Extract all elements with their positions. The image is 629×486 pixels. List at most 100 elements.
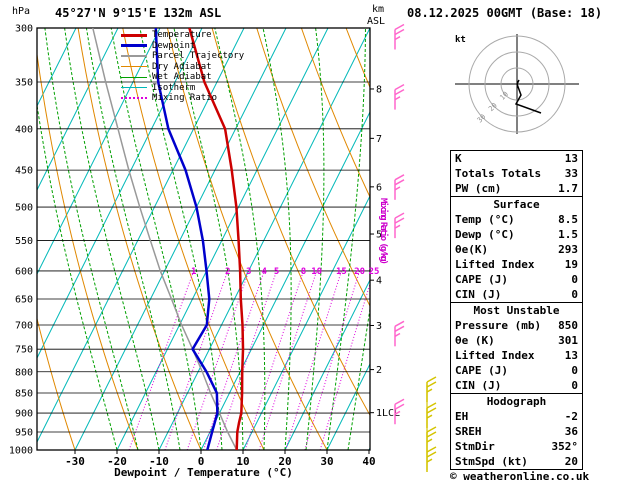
pressure-axis-labels: 300 350 400 450 500 550 600 650 700 750 800 850 900 9…	[9, 24, 33, 457]
svg-text:1000: 1000	[9, 446, 33, 457]
table-row: StmSpd (kt) 20	[451, 454, 582, 469]
table-row-value: 36	[564, 425, 578, 438]
table-row-value: 1.7	[558, 182, 578, 195]
station-title: 45°27'N 9°15'E 132m ASL	[55, 6, 222, 20]
table-row: EH -2	[451, 409, 582, 424]
temperature-axis-ticks: -30 -20 -10 0 10 20 30 40	[65, 450, 376, 468]
svg-text:900: 900	[15, 409, 33, 420]
legend-label: Dry Adiabat	[152, 61, 212, 72]
svg-text:5: 5	[376, 230, 382, 241]
wind-barbs	[394, 23, 405, 425]
temperature-axis-label: Dewpoint / Temperature (°C)	[114, 466, 293, 479]
table-row: CIN (J) 0	[451, 287, 582, 302]
svg-text:20: 20	[354, 267, 365, 277]
table-row-label: EH	[455, 410, 469, 423]
table-row: Dewp (°C) 1.5	[451, 227, 582, 242]
svg-text:2: 2	[225, 267, 230, 277]
svg-text:800: 800	[15, 367, 33, 378]
svg-text:-20: -20	[107, 455, 127, 468]
svg-text:15: 15	[336, 267, 347, 277]
svg-text:400: 400	[15, 124, 33, 135]
legend-item-wet-adiabat: Wet Adiabat	[121, 72, 244, 83]
copyright-link[interactable]: © weatheronline.co.uk	[450, 470, 590, 483]
table-row-label: CIN (J)	[455, 288, 502, 301]
table-row-label: θe(K)	[455, 243, 489, 256]
legend-label: Temperature	[152, 30, 212, 41]
legend-label: Parcel Trajectory	[152, 51, 245, 62]
temperature-curve	[188, 28, 245, 450]
svg-text:7: 7	[376, 134, 382, 145]
table-section-surface: Surface Temp (°C) 8.5 Dewp (°C) 1.5 θe(K) 293 L…	[451, 196, 582, 302]
svg-text:350: 350	[15, 78, 33, 89]
svg-text:10: 10	[236, 455, 249, 468]
table-row-value: 293	[558, 243, 578, 256]
table-row-value: 850	[558, 319, 578, 332]
table-row: StmDir 352°	[451, 439, 582, 454]
svg-text:300: 300	[15, 24, 33, 35]
table-row-label: Totals Totals	[455, 167, 542, 180]
table-row: Temp (°C) 8.5	[451, 212, 582, 227]
svg-text:3: 3	[246, 267, 251, 277]
svg-text:4: 4	[262, 267, 268, 277]
table-row-label: Dewp (°C)	[455, 228, 515, 241]
svg-text:600: 600	[15, 266, 33, 277]
legend-label: Dewpoint	[152, 40, 196, 51]
legend-label: Isotherm	[152, 82, 196, 93]
table-row: PW (cm) 1.7	[451, 181, 582, 196]
svg-text:450: 450	[15, 166, 33, 177]
table-row-value: -2	[564, 410, 578, 423]
indices-table: K 13 Totals Totals 33 PW (cm) 1.7 Surface Temp …	[450, 150, 583, 470]
svg-text:40: 40	[362, 455, 375, 468]
svg-text:1LCL: 1LCL	[376, 408, 400, 419]
table-section-header: Surface	[451, 196, 582, 212]
svg-text:-30: -30	[65, 455, 85, 468]
legend-line-swatch	[121, 44, 147, 48]
table-row-label: CAPE (J)	[455, 364, 508, 377]
table-section-header: Most Unstable	[451, 302, 582, 318]
table-row-label: StmSpd (kt)	[455, 455, 528, 468]
svg-text:4: 4	[376, 276, 382, 287]
legend-line-swatch	[121, 66, 147, 68]
svg-text:650: 650	[15, 295, 33, 306]
table-row-value: 20	[564, 455, 578, 468]
run-datetime: 08.12.2025 00GMT (Base: 18)	[407, 6, 603, 20]
table-row-value: 19	[564, 258, 578, 271]
legend-item-dewpoint: Dewpoint	[121, 41, 244, 52]
svg-text:2: 2	[376, 365, 382, 376]
table-row: Pressure (mb) 850	[451, 318, 582, 333]
legend-line-swatch	[121, 33, 147, 37]
table-row-value: 0	[571, 364, 578, 377]
table-row-value: 301	[558, 334, 578, 347]
legend-line-swatch	[121, 55, 147, 58]
svg-text:0: 0	[198, 455, 205, 468]
legend-item-temperature: Temperature	[121, 30, 244, 41]
table-section: K 13 Totals Totals 33 PW (cm) 1.7	[451, 151, 582, 196]
pressure-unit-label: hPa	[12, 6, 31, 17]
table-row-value: 352°	[551, 440, 579, 453]
altitude-unit-asl-label: ASL	[367, 16, 386, 27]
legend-item-isotherm: Isotherm	[121, 83, 244, 94]
svg-text:1: 1	[191, 267, 196, 277]
table-row-value: 33	[564, 167, 578, 180]
legend-line-swatch	[121, 87, 147, 89]
svg-text:-10: -10	[149, 455, 169, 468]
table-row: SREH 36	[451, 424, 582, 439]
table-row: Totals Totals 33	[451, 166, 582, 181]
altitude-unit-km-label: km	[372, 4, 385, 15]
table-row-label: θe (K)	[455, 334, 495, 347]
table-row: Lifted Index 13	[451, 348, 582, 363]
svg-text:8: 8	[376, 84, 382, 95]
table-row-label: K	[455, 152, 462, 165]
table-row-label: Temp (°C)	[455, 213, 515, 226]
svg-text:500: 500	[15, 203, 33, 214]
svg-text:10: 10	[498, 90, 510, 102]
legend-line-swatch	[121, 97, 147, 100]
surface-wind-barbs	[426, 376, 437, 472]
svg-text:3: 3	[376, 321, 382, 332]
dewpoint-curve	[154, 28, 219, 450]
legend-item-dry-adiabat: Dry Adiabat	[121, 62, 244, 73]
hodograph-unit-label: kt	[455, 35, 466, 45]
table-row-label: StmDir	[455, 440, 495, 453]
